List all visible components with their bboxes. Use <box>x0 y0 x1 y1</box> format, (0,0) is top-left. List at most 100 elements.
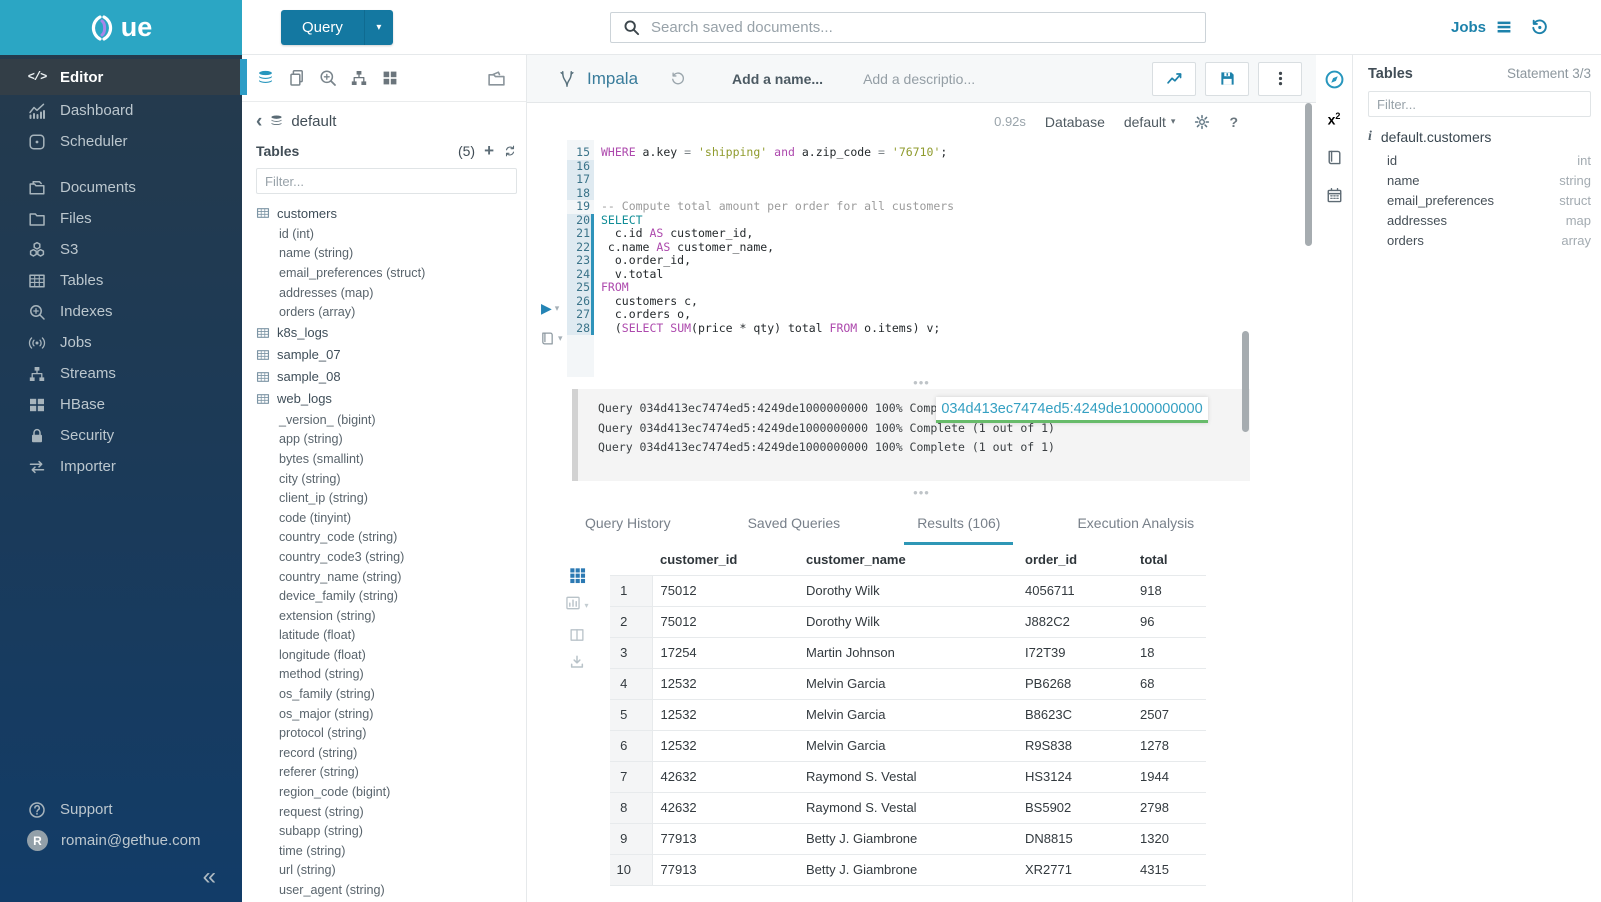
assist-column[interactable]: app (string) <box>279 432 343 447</box>
assist-column[interactable]: longitude (float) <box>279 647 366 662</box>
assist-table-sample-07[interactable]: sample_07 <box>256 344 517 366</box>
sidebar-item-dashboard[interactable]: Dashboard <box>0 95 242 126</box>
active-table-row[interactable]: i default.customers <box>1368 129 1591 145</box>
gear-icon[interactable] <box>1194 114 1210 130</box>
assist-table-k8s-logs[interactable]: k8s_logs <box>256 322 517 344</box>
assist-column[interactable]: id (int) <box>279 226 314 241</box>
assist-column[interactable]: record (string) <box>279 745 358 760</box>
schedule-calendar-icon[interactable] <box>1326 187 1343 204</box>
execute-button[interactable]: ▶ ▾ <box>541 300 560 316</box>
ra-column-name[interactable]: name string <box>1368 170 1591 190</box>
assist-column[interactable]: orders (array) <box>279 305 356 320</box>
query-name-field[interactable]: Add a name... <box>732 70 824 87</box>
download-icon[interactable] <box>569 654 585 670</box>
sidebar-item-tables[interactable]: Tables <box>0 265 242 296</box>
database-breadcrumb[interactable]: ‹ default <box>256 112 517 131</box>
folder-documents-icon[interactable] <box>487 69 506 88</box>
ra-column-orders[interactable]: orders array <box>1368 231 1591 251</box>
code-line[interactable]: -- Compute total amount per order for al… <box>601 199 955 213</box>
resize-handle-bottom[interactable]: ••• <box>913 485 930 500</box>
presentation-mode-button[interactable]: ▾ <box>540 331 563 346</box>
more-actions-button[interactable] <box>1258 61 1302 96</box>
code-line[interactable]: c.orders o, <box>601 307 692 321</box>
code-line[interactable]: c.name AS customer_name, <box>601 239 775 254</box>
assist-column[interactable]: device_family (string) <box>279 589 398 604</box>
sidebar-item-scheduler[interactable]: Scheduler <box>0 126 242 157</box>
tab-execution-analysis[interactable]: Execution Analysis <box>1077 515 1195 531</box>
query-button-label[interactable]: Query <box>281 10 364 45</box>
database-dropdown[interactable]: default ▾ <box>1124 114 1176 130</box>
explorer-compass-icon[interactable] <box>1324 69 1345 90</box>
code-line[interactable]: customers c, <box>601 293 698 308</box>
results-header-customer-name[interactable]: customer_name <box>806 552 906 568</box>
query-history-icon[interactable] <box>1530 18 1549 37</box>
chart-button[interactable] <box>1152 61 1196 96</box>
chevron-left-icon[interactable]: ‹ <box>256 111 263 132</box>
grid-view-icon[interactable] <box>569 567 586 584</box>
code-line[interactable]: v.total <box>601 266 664 281</box>
code-line[interactable] <box>601 187 1316 201</box>
assist-column[interactable]: name (string) <box>279 246 354 261</box>
query-dropdown-caret[interactable]: ▾ <box>363 10 393 45</box>
global-search[interactable] <box>610 12 1206 43</box>
assist-column[interactable]: code (tinyint) <box>279 510 352 525</box>
functions-icon[interactable]: x2 <box>1327 111 1341 128</box>
main-scrollbar[interactable] <box>1305 103 1312 246</box>
sitemap-icon[interactable] <box>350 69 368 87</box>
grid-icon[interactable] <box>381 69 399 87</box>
language-reference-icon[interactable] <box>1326 149 1343 166</box>
assist-column[interactable]: subapp (string) <box>279 824 363 839</box>
code-line[interactable]: FROM <box>601 280 629 294</box>
sidebar-item-s3[interactable]: S3 <box>0 234 242 265</box>
tab-results-106[interactable]: Results (106) <box>904 515 1014 545</box>
sidebar-item-jobs[interactable]: Jobs <box>0 327 242 358</box>
assist-column[interactable]: country_code (string) <box>279 530 398 545</box>
assist-filter-input[interactable] <box>256 168 517 194</box>
zoom-plus-icon[interactable] <box>319 69 337 87</box>
save-button[interactable] <box>1205 61 1249 96</box>
columns-view-icon[interactable] <box>569 627 585 643</box>
assist-table-web-logs[interactable]: web_logs <box>256 388 517 410</box>
database-name[interactable]: default <box>291 113 337 130</box>
ra-column-id[interactable]: id int <box>1368 150 1591 170</box>
assist-column[interactable]: os_family (string) <box>279 687 375 702</box>
resize-handle-top[interactable]: ••• <box>913 375 930 390</box>
results-header-order-id[interactable]: order_id <box>1025 552 1078 568</box>
chart-view-icon[interactable]: ▾ <box>565 595 589 616</box>
assist-column[interactable]: region_code (bigint) <box>279 785 391 800</box>
sidebar-item-streams[interactable]: Streams <box>0 358 242 389</box>
assist-table-customers[interactable]: customers <box>256 202 517 224</box>
ra-column-email-preferences[interactable]: email_preferences struct <box>1368 190 1591 210</box>
assist-column[interactable]: protocol (string) <box>279 726 367 741</box>
sidebar-item-user[interactable]: R romain@gethue.com <box>0 825 242 856</box>
assist-column[interactable]: latitude (float) <box>279 628 356 643</box>
sidebar-item-security[interactable]: Security <box>0 420 242 451</box>
assist-column[interactable]: url (string) <box>279 863 336 878</box>
code-line[interactable]: o.order_id, <box>601 253 692 267</box>
databases-icon[interactable] <box>256 69 275 88</box>
code-line[interactable]: c.id AS customer_id, <box>601 226 754 240</box>
sidebar-item-support[interactable]: Support <box>0 794 242 825</box>
query-description-field[interactable]: Add a descriptio... <box>863 70 976 87</box>
sidebar-item-importer[interactable]: Importer <box>0 451 242 482</box>
tab-saved-queries[interactable]: Saved Queries <box>747 515 841 531</box>
collapse-sidebar-button[interactable]: « <box>0 856 242 898</box>
sidebar-item-files[interactable]: Files <box>0 203 242 234</box>
sidebar-item-indexes[interactable]: Indexes <box>0 296 242 327</box>
new-query-button[interactable]: Query ▾ <box>281 10 393 45</box>
code-line[interactable] <box>601 173 1316 187</box>
assist-table-sample-08[interactable]: sample_08 <box>256 366 517 388</box>
assist-column[interactable]: referer (string) <box>279 765 359 780</box>
engine-selector[interactable]: Impala <box>557 69 638 89</box>
assist-column[interactable]: request (string) <box>279 804 364 819</box>
refresh-icon[interactable] <box>503 144 517 158</box>
results-header-total[interactable]: total <box>1140 552 1168 568</box>
code-line[interactable]: SELECT <box>601 212 643 227</box>
editor-history-icon[interactable] <box>670 71 686 87</box>
add-table-icon[interactable]: + <box>484 141 494 160</box>
assist-column[interactable]: addresses (map) <box>279 285 374 300</box>
sidebar-item-documents[interactable]: Documents <box>0 172 242 203</box>
assist-column[interactable]: method (string) <box>279 667 364 682</box>
assist-column[interactable]: city (string) <box>279 471 341 486</box>
code-scrollbar[interactable] <box>1242 331 1249 432</box>
